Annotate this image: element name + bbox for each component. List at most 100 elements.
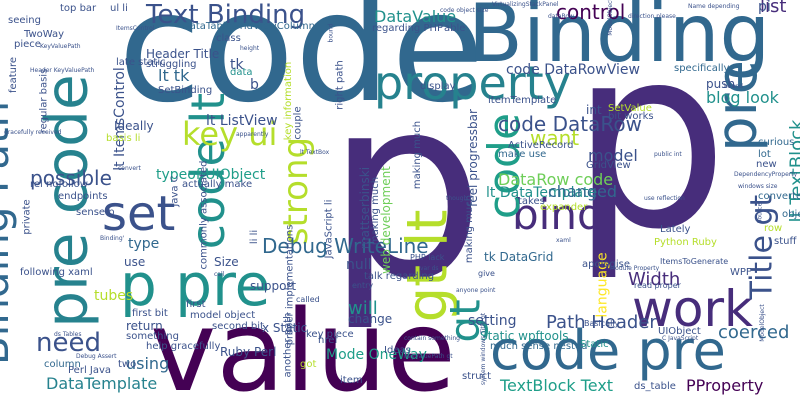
word-need: need (36, 328, 101, 358)
word-use: support (250, 279, 297, 293)
word-null: null (346, 257, 372, 273)
word-model-object: model object (190, 310, 256, 321)
word-x-name: var ds (420, 265, 439, 272)
word-model: model (588, 146, 638, 165)
word-datavalue: DataValue (374, 7, 457, 26)
word-display: display (420, 81, 456, 92)
word-data: data (230, 67, 253, 78)
word-two: two (118, 359, 137, 370)
word-model-got: use reflection (644, 195, 685, 202)
word-apparently: DependencyProperty (734, 171, 798, 178)
word-p-large-2: p (570, 0, 729, 284)
word-coerced: coerced (718, 322, 790, 343)
word-able: able (444, 23, 466, 34)
word-tk-datagrid: tk DataGrid (484, 250, 554, 264)
word-first: first (186, 299, 206, 310)
word-debug-assert: call (214, 271, 225, 278)
word-pi: pi (758, 0, 771, 15)
word-lately: Lately (660, 224, 691, 235)
word-binding-quote: help gracefully (146, 341, 221, 352)
word-value: value (150, 287, 456, 400)
word-setvalue: SetValue (608, 103, 652, 114)
word-uiobject: UIObject (658, 326, 701, 337)
word-dataRow-vertical: ModelObject (606, 0, 614, 36)
word-keyvaluepath: ItemsControl (116, 25, 155, 32)
word-b: b (250, 77, 259, 93)
word-ideas: Ideas (384, 345, 411, 356)
word-work: work (632, 280, 753, 338)
word-row: row (764, 223, 783, 234)
word-xaml: called (296, 295, 320, 304)
word-support: Size (214, 255, 239, 269)
word-contain-something: direction please (628, 13, 676, 20)
word-var-vertical: li li (249, 229, 261, 245)
word-lt-datatemplate: lt DataTemplate (486, 185, 598, 201)
word-c-javascript-vertical: right path (334, 60, 346, 110)
word-static-wpftools: Static wpftools (480, 329, 569, 343)
word-expander: expander (540, 202, 588, 213)
word-lt-listview: lt ListView (206, 113, 278, 129)
word-ruby-perl: Ruby Perl (220, 345, 277, 359)
word-href: href (318, 335, 338, 346)
word-module-property-vertical: Source (756, 202, 764, 224)
word-key-ui: key ui (182, 115, 278, 153)
word-virtualizing-vertical: ModelObject (758, 304, 766, 342)
word-class: class (216, 33, 241, 44)
word-public-int: convert (118, 165, 141, 172)
word-control: control (556, 0, 626, 24)
word-takes: takes (518, 196, 545, 207)
word-called: something (126, 331, 179, 342)
word-rel-nofollow: rel nofollow (30, 179, 88, 190)
word-ds-tables: Header KeyValuePath (30, 67, 95, 74)
word-web-development-vertical: web development (378, 166, 393, 274)
word-datatemplate: DataTemplate (46, 374, 158, 393)
word-keyvaluepath-gt: dataRow (548, 13, 574, 20)
word-php-lack: make use (498, 149, 547, 160)
word-windows-size: ds Tables (54, 331, 82, 338)
word-endpoints: endpoints (58, 191, 108, 202)
word-give: second bit (212, 321, 264, 332)
word-feel-progressbar-vertical: feel progressbar (465, 109, 480, 207)
word-second-bit-vertical: making much (464, 194, 476, 264)
word-regular-basis-vertical: regular basis (38, 68, 50, 134)
word-static: Static (580, 339, 609, 350)
word-anyone-point: public int (654, 151, 682, 158)
word-return: return (126, 319, 163, 333)
word-width: Width (628, 269, 681, 290)
word-lt-textbox: VirtualizingStackPanel (492, 1, 559, 8)
word-make-use: actually make (182, 179, 253, 190)
word-var-ds: though (446, 195, 468, 202)
word-converter: converter (758, 191, 800, 202)
word-datarow-code: DataRow code (498, 170, 614, 189)
word-actually-make-vertical: making much (370, 176, 382, 246)
word-debug-writeline: Debug WriteLine (262, 234, 429, 258)
word-height: KeyValuePath gt (404, 353, 453, 360)
word-item: item (340, 375, 363, 386)
word-javascript-li-vertical: JavaScript li (323, 199, 335, 259)
word-list: list (760, 0, 787, 17)
word-perl-java: Perl Java (68, 365, 112, 376)
word-struct: struct (462, 371, 491, 382)
word-basis-li: basis li (106, 133, 141, 144)
word-code-datarowview: code DataRowView (506, 62, 640, 78)
word-python-ruby: Python Ruby (654, 237, 717, 248)
word-code-pre: code pre (490, 319, 726, 382)
word-size: tubes (94, 288, 134, 304)
word-push: push (706, 77, 736, 91)
word-tubes: use (124, 255, 146, 269)
word-text-binding: Text Binding (146, 0, 306, 30)
word-lt-tk: lt tk (158, 66, 190, 85)
word-curious: curious (758, 137, 795, 148)
word-header-title: Header Title (146, 47, 220, 61)
word-code-datarow: code DataRow (498, 112, 642, 136)
word-x-static: x Static (262, 321, 308, 335)
word-use-reflection-vertical: bound (327, 23, 335, 43)
word-change: change (348, 312, 393, 326)
word-basically: Basically (584, 319, 620, 328)
word-talk-regarding-vertical: private (21, 199, 33, 235)
word-using: using (126, 354, 170, 373)
word-name-depending: apparently (236, 131, 269, 138)
word-though: contain something (404, 335, 460, 342)
word-blog-look: blog look (706, 88, 779, 107)
word-right-path: give (478, 269, 495, 278)
